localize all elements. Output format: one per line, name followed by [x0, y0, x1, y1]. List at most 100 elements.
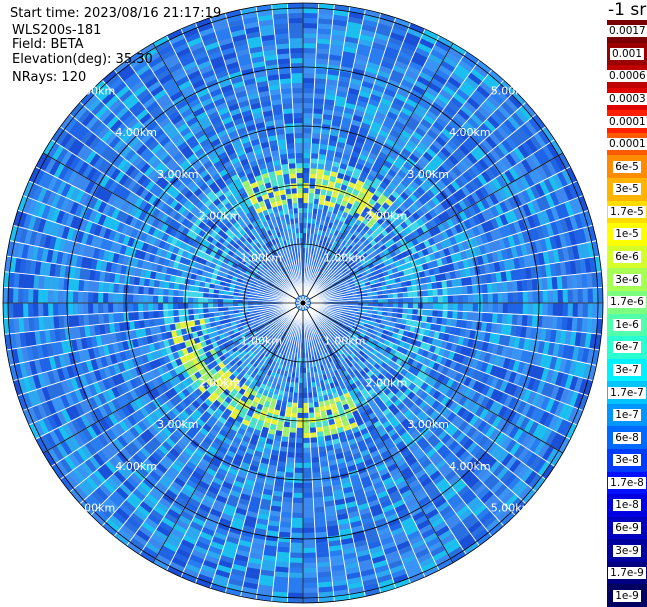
range-bin-cell [436, 150, 448, 162]
range-bin-cell [442, 295, 448, 303]
range-bin-cell [303, 557, 317, 563]
range-bin-cell [440, 340, 448, 350]
range-bin-cell [464, 76, 480, 90]
range-bin-cell [494, 390, 504, 403]
range-bin-cell [507, 396, 518, 410]
range-bin-cell [393, 198, 402, 208]
range-bin-cell [444, 172, 455, 184]
range-bin-cell [508, 383, 518, 397]
range-bin-cell [490, 205, 500, 218]
range-bin-cell [365, 259, 373, 266]
range-bin-cell [481, 341, 489, 353]
range-bin-cell [506, 183, 517, 197]
range-bin-cell [550, 450, 563, 467]
range-bin-cell [562, 303, 568, 317]
range-bin-cell [372, 295, 378, 300]
range-bin-cell [451, 165, 463, 178]
range-bin-cell [315, 265, 320, 272]
range-bin-cell [415, 235, 424, 244]
range-bin-cell [409, 135, 421, 146]
range-bin-cell [467, 378, 477, 390]
range-bin-cell [303, 567, 318, 573]
range-bin-cell [394, 60, 409, 71]
range-bin-cell [335, 146, 345, 154]
range-bin-cell [444, 104, 458, 117]
range-bin-cell [414, 126, 427, 138]
range-bin-cell [303, 23, 318, 29]
range-bin-cell [444, 271, 452, 281]
range-bin-cell [406, 170, 417, 181]
range-bin-cell [303, 412, 310, 418]
range-bin-cell [451, 278, 458, 288]
range-bin-cell [303, 547, 317, 553]
range-bin-cell [337, 136, 347, 144]
range-bin-cell [498, 260, 506, 272]
range-bin-cell [584, 257, 592, 274]
range-bin-cell [401, 147, 412, 158]
range-bin-cell [481, 139, 494, 152]
range-bin-cell [332, 272, 338, 278]
range-bin-cell [348, 11, 365, 20]
range-bin-cell [428, 82, 442, 94]
range-bin-cell [318, 446, 327, 453]
range-bin-cell [461, 240, 470, 251]
range-bin-cell [451, 150, 463, 163]
range-bin-cell [393, 272, 400, 279]
range-bin-cell [438, 265, 445, 274]
range-bin-cell [287, 587, 303, 593]
range-bin-cell [303, 118, 313, 124]
range-bin-cell [316, 277, 321, 283]
range-bin-cell [458, 395, 468, 407]
range-bin-cell [508, 209, 518, 223]
range-bin-cell [334, 315, 341, 320]
range-bin-cell [488, 241, 497, 253]
range-bin-cell [345, 265, 352, 271]
range-bin-cell [319, 313, 324, 318]
range-bin-cell [446, 279, 453, 288]
range-bin-cell [335, 288, 342, 293]
range-bin-cell [428, 218, 438, 228]
range-bin-cell [447, 310, 453, 319]
range-bin-cell [353, 333, 360, 339]
range-bin-cell [359, 258, 366, 265]
range-bin-cell [331, 293, 338, 297]
range-bin-cell [411, 285, 418, 292]
range-bin-cell [311, 472, 322, 478]
range-bin-cell [332, 258, 338, 265]
range-bin-cell [317, 266, 322, 272]
range-bin-cell [394, 186, 404, 196]
range-bin-cell [466, 194, 477, 206]
range-bin-cell [378, 102, 391, 112]
range-bin-cell [345, 31, 361, 39]
range-bin-cell [446, 183, 457, 195]
range-bin-cell [564, 374, 574, 390]
range-bin-cell [289, 547, 303, 553]
range-bin-cell [365, 350, 372, 357]
range-bin-cell [480, 422, 492, 436]
range-bin-cell [532, 423, 544, 438]
range-bin-cell [400, 106, 413, 117]
range-bin-cell [489, 229, 498, 242]
range-bin-cell [319, 288, 324, 293]
range-bin-cell [392, 298, 398, 303]
range-bin-cell [410, 56, 426, 67]
range-bin-cell [496, 344, 504, 357]
range-bin-cell [316, 284, 321, 289]
range-bin-cell [573, 229, 582, 245]
range-bin-cell [493, 190, 504, 204]
range-bin-cell [467, 367, 476, 379]
range-bin-cell [489, 400, 500, 413]
range-bin-cell [398, 328, 405, 336]
range-bin-cell [323, 270, 329, 276]
range-bin-cell [332, 328, 338, 334]
range-bin-cell [549, 329, 557, 343]
range-bin-cell [488, 69, 504, 84]
range-bin-cell [504, 169, 516, 183]
range-bin-cell [339, 273, 345, 279]
range-bin-cell [404, 371, 413, 380]
range-bin-cell [428, 378, 438, 388]
range-bin-cell [359, 170, 369, 179]
range-bin-cell [416, 370, 425, 380]
range-bin-cell [313, 88, 326, 95]
range-bin-cell [362, 303, 368, 307]
